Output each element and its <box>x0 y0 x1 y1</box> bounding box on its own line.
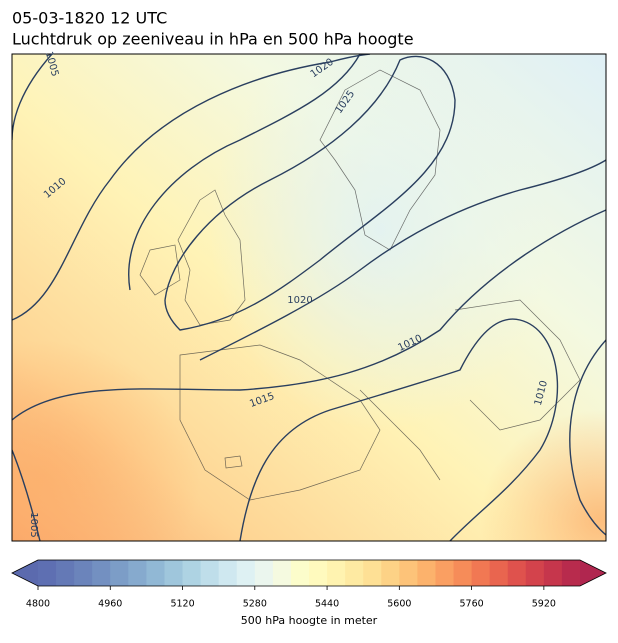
colorbar-label: 500 hPa hoogte in meter <box>241 614 378 627</box>
colorbar-segment <box>453 560 473 586</box>
colorbar-segment <box>110 560 129 586</box>
colorbar-tick-label: 5440 <box>315 599 339 610</box>
contour-label: 1005 <box>28 512 39 537</box>
colorbar-segment <box>290 560 310 586</box>
map-frame <box>11 53 607 542</box>
colorbar-segment <box>543 560 563 586</box>
colorbar-tick-label: 4800 <box>26 599 50 610</box>
colorbar-segment <box>327 560 346 586</box>
colorbar-segment <box>435 560 455 586</box>
colorbar-segment <box>56 560 75 586</box>
colorbar: 4800 4960 5120 5280 5440 5600 5760 5920 <box>11 559 607 610</box>
colorbar-segment <box>128 560 147 586</box>
colorbar-segment <box>272 560 292 586</box>
colorbar-segment <box>471 560 491 586</box>
colorbar-extend-low <box>12 560 38 586</box>
subtitle: Luchtdruk op zeeniveau in hPa en 500 hPa… <box>12 30 414 49</box>
map <box>12 54 606 541</box>
colorbar-tick-label: 4960 <box>98 599 122 610</box>
title: 05-03-1820 12 UTC <box>12 9 167 28</box>
colorbar-segment <box>218 560 238 586</box>
colorbar-segment <box>507 560 527 586</box>
colorbar-segment <box>381 560 400 586</box>
colorbar-segment <box>417 560 436 586</box>
colorbar-segment <box>74 560 93 586</box>
colorbar-segment <box>164 560 184 586</box>
colorbar-tick-label: 5280 <box>243 599 267 610</box>
colorbar-segment <box>345 560 364 586</box>
colorbar-outline <box>11 559 607 587</box>
colorbar-segment <box>489 560 509 586</box>
colorbar-segment <box>38 560 57 586</box>
colorbar-segment <box>399 560 418 586</box>
colorbar-segment <box>182 560 202 586</box>
colorbar-tick-label: 5920 <box>532 599 556 610</box>
colorbar-tick-label: 5760 <box>460 599 484 610</box>
colorbar-tick-label: 5120 <box>170 599 194 610</box>
contour-label: 1020 <box>287 295 312 306</box>
colorbar-segment <box>254 560 274 586</box>
colorbar-segment <box>146 560 165 586</box>
colorbar-segment <box>363 560 382 586</box>
colorbar-segment <box>200 560 220 586</box>
colorbar-segment <box>92 560 111 586</box>
colorbar-extend-high <box>580 560 606 586</box>
colorbar-segment <box>309 560 328 586</box>
colorbar-segment <box>561 560 581 586</box>
colorbar-segment <box>236 560 256 586</box>
colorbar-segment <box>525 560 545 586</box>
colorbar-tick-label: 5600 <box>387 599 411 610</box>
